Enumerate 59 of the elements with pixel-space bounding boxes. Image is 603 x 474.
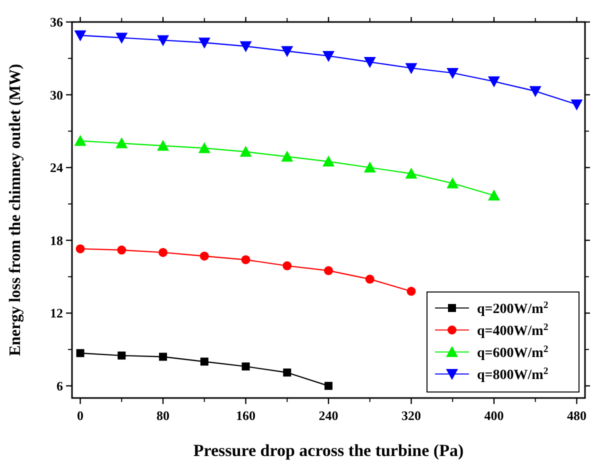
y-tick-label: 30 xyxy=(50,87,63,102)
x-tick-label: 320 xyxy=(401,408,421,423)
x-tick-label: 160 xyxy=(236,408,256,423)
x-tick-label: 480 xyxy=(566,408,586,423)
x-tick-label: 400 xyxy=(484,408,504,423)
point xyxy=(198,38,210,49)
point xyxy=(240,146,252,157)
point xyxy=(76,244,85,254)
legend-label: q=600W/m$^{2}$ xyxy=(477,344,548,361)
point xyxy=(406,286,416,296)
y-tick-label: 6 xyxy=(56,378,64,394)
point xyxy=(488,76,500,88)
point xyxy=(570,99,583,110)
point xyxy=(446,68,459,79)
point xyxy=(116,32,128,44)
point xyxy=(281,150,294,162)
x-tick-label: 0 xyxy=(77,408,84,423)
point xyxy=(200,252,209,261)
point xyxy=(322,155,334,166)
legend-label: q=800W/m$^{2}$ xyxy=(477,366,548,383)
point xyxy=(241,255,250,264)
point xyxy=(116,137,128,148)
y-tick-label: 24 xyxy=(50,160,64,176)
point xyxy=(74,30,86,42)
point xyxy=(240,41,252,52)
x-tick-label: 80 xyxy=(156,408,170,423)
x-axis-title: Pressure drop across the turbine (Pa) xyxy=(193,441,464,460)
y-axis-title: Energy loss from the chimney outlet (MW) xyxy=(7,64,24,356)
point xyxy=(157,35,170,46)
point xyxy=(322,50,334,62)
point xyxy=(365,274,374,284)
point xyxy=(364,162,376,173)
point xyxy=(157,140,170,151)
x-tick-label: 240 xyxy=(318,408,338,423)
point xyxy=(159,352,168,361)
legend-label: q=200W/m$^{2}$ xyxy=(477,300,548,317)
point xyxy=(364,57,376,68)
point xyxy=(488,189,500,200)
y-tick-label: 36 xyxy=(50,14,64,30)
point xyxy=(324,266,333,276)
point xyxy=(324,382,332,390)
point xyxy=(118,352,126,360)
point xyxy=(283,368,292,377)
point xyxy=(282,261,292,270)
legend-label: q=400W/m$^{2}$ xyxy=(477,322,548,339)
point xyxy=(529,86,542,98)
point xyxy=(200,358,208,366)
y-tick-label: 12 xyxy=(50,306,63,321)
point xyxy=(405,63,418,74)
point xyxy=(74,134,86,146)
point xyxy=(446,177,459,188)
point xyxy=(158,248,168,257)
point xyxy=(405,168,418,179)
point xyxy=(198,142,210,154)
y-tick-label: 18 xyxy=(50,232,64,248)
point xyxy=(281,46,294,58)
point xyxy=(242,362,250,370)
point xyxy=(117,246,126,255)
point xyxy=(76,349,84,358)
